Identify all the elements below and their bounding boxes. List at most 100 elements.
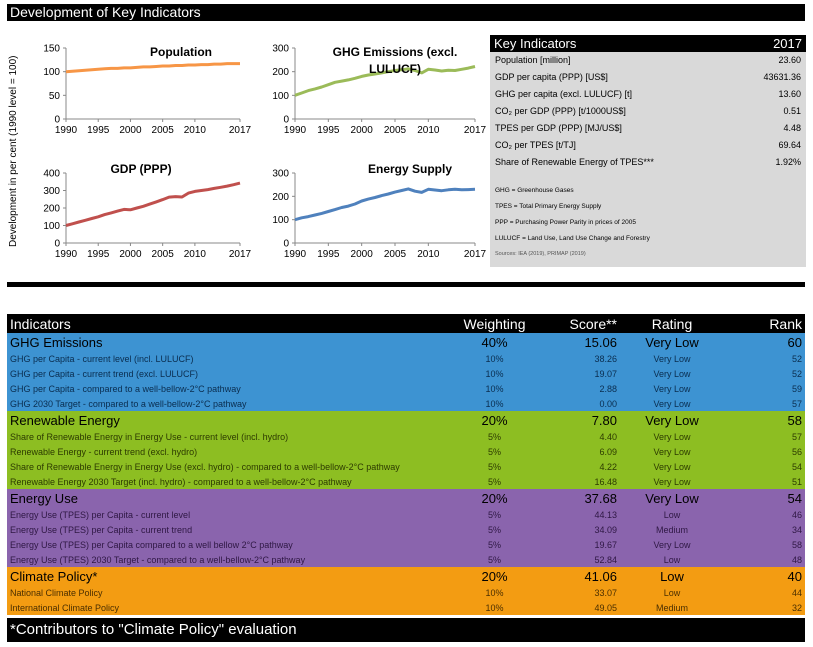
x-tick-label: 2017 (464, 249, 487, 260)
indicator-rank: 59 (791, 383, 802, 394)
chart-title: Energy Supply (368, 162, 452, 176)
indicator-score: 6.09 (599, 446, 617, 457)
series-line (65, 181, 241, 227)
key-indicators-title: Key Indicators (494, 36, 577, 51)
x-tick-label: 1995 (317, 125, 340, 136)
mini-chart: 0 100 200 300 1990 1995 2000 2005 2010 2017 GHG Em… (265, 38, 487, 137)
key-indicators-header: Key Indicators 2017 (490, 35, 806, 52)
indicator-score: 0.00 (599, 398, 617, 409)
indicator-weighting: 10% (485, 383, 504, 394)
indicator-rating: Very Low (653, 353, 691, 364)
indicator-name: Renewable Energy - current trend (excl. … (10, 446, 198, 457)
key-indicator-value: 4.48 (783, 123, 801, 133)
chart-svg: 0 100 200 300 1990 1995 2000 2005 2010 2017 GHG Em… (272, 44, 487, 137)
x-tick-label: 1995 (317, 249, 340, 260)
indicator-rating: Very Low (653, 398, 691, 409)
key-indicator-label: CO₂ per GDP (PPP) [t/1000US$] (495, 106, 626, 116)
chart-title: LULUCF) (369, 62, 421, 76)
indicator-rating: Medium (655, 524, 688, 535)
x-tick-label: 1990 (55, 249, 78, 260)
group-rating: Very Low (645, 490, 699, 506)
indicator-weighting: 10% (485, 353, 504, 364)
indicator-name: International Climate Policy (10, 602, 120, 613)
indicator-weighting: 5% (487, 524, 501, 535)
group-name: Energy Use (10, 490, 78, 506)
sources-note: Sources: IEA (2019), PRIMAP (2019) (495, 251, 586, 257)
indicator-rating: Low (663, 587, 681, 598)
indicator-rating: Low (663, 509, 681, 520)
key-indicator-row: CO₂ per GDP (PPP) [t/1000US$] 0.51 (490, 103, 806, 120)
indicator-rank: 44 (791, 587, 802, 598)
col-indicators: Indicators (10, 315, 71, 332)
table-row: Renewable Energy - current trend (excl. … (7, 444, 805, 459)
x-tick-label: 2010 (417, 249, 440, 260)
abbreviation-note: TPES = Total Primary Energy Supply (495, 203, 602, 210)
indicator-rating: Medium (655, 602, 688, 613)
table-row: GHG per Capita - current level (incl. LU… (7, 351, 805, 366)
indicator-name: GHG per Capita - current trend (excl. LU… (10, 368, 199, 379)
indicator-weighting: 5% (487, 476, 501, 487)
y-tick-label: 100 (43, 221, 60, 232)
y-tick-label: 100 (43, 67, 60, 78)
indicator-weighting: 5% (487, 509, 501, 520)
group-weighting: 20% (481, 412, 508, 428)
indicator-weighting: 10% (485, 587, 504, 598)
y-tick-label: 300 (43, 186, 60, 197)
indicator-weighting: 5% (487, 461, 501, 472)
indicator-rank: 58 (791, 539, 802, 550)
indicator-score: 4.22 (599, 461, 617, 472)
y-tick-label: 200 (43, 204, 60, 215)
indicator-weighting: 5% (487, 539, 501, 550)
indicator-rating: Very Low (653, 383, 691, 394)
indicator-weighting: 10% (485, 398, 504, 409)
indicator-rank: 46 (791, 509, 802, 520)
table-row: Renewable Energy 2030 Target (incl. hydr… (7, 474, 805, 489)
y-tick-label: 150 (43, 44, 60, 55)
chart-svg: 0 50 100 150 1990 1995 2000 2005 2010 2017 Populat… (43, 44, 252, 137)
col-rating: Rating (651, 315, 693, 332)
group-name: Renewable Energy (10, 412, 120, 428)
separator-bar (7, 282, 805, 287)
mini-chart: 0 100 200 300 1990 1995 2000 2005 2010 2017 Energy… (265, 162, 487, 260)
indicator-name: GHG 2030 Target - compared to a well-bel… (10, 398, 247, 409)
key-indicator-value: 69.64 (778, 140, 801, 150)
key-indicator-value: 23.60 (778, 55, 801, 65)
indicator-rating: Very Low (653, 461, 691, 472)
y-tick-label: 0 (54, 115, 60, 126)
x-tick-label: 2010 (417, 125, 440, 136)
x-tick-label: 1995 (87, 125, 110, 136)
group-rating: Very Low (645, 334, 699, 350)
indicator-rank: 52 (791, 368, 802, 379)
x-tick-label: 2005 (384, 125, 407, 136)
y-tick-label: 0 (283, 239, 289, 250)
key-indicator-label: GHG per capita (excl. LULUCF) [t] (495, 89, 633, 99)
key-indicator-value: 13.60 (778, 89, 801, 99)
indicator-score: 2.88 (599, 383, 617, 394)
group-rank: 58 (787, 412, 802, 428)
chart-title: Population (150, 45, 212, 59)
table-row: Energy Use (TPES) 2030 Target - compared… (7, 552, 805, 567)
y-axis-title: Development in per cent (1990 level = 10… (8, 55, 19, 247)
table-row: Share of Renewable Energy in Energy Use … (7, 429, 805, 444)
table-row: GHG per Capita - compared to a well-bell… (7, 381, 805, 396)
key-indicator-label: Share of Renewable Energy of TPES*** (495, 157, 654, 167)
key-indicator-label: GDP per capita (PPP) [US$] (495, 72, 608, 82)
y-tick-label: 300 (272, 44, 289, 55)
x-tick-label: 2000 (351, 249, 374, 260)
table-group-row: GHG Emissions 40% 15.06 Very Low 60 (7, 333, 805, 351)
x-tick-label: 2017 (229, 125, 252, 136)
table-header: Indicators Weighting Score** Rating Rank (7, 314, 805, 333)
indicator-name: Share of Renewable Energy in Energy Use … (10, 461, 400, 472)
key-indicators-notes: GHG = Greenhouse Gases TPES = Total Prima… (490, 183, 806, 261)
y-tick-label: 400 (43, 169, 60, 180)
group-rating: Low (660, 568, 684, 584)
indicators-table: Indicators Weighting Score** Rating Rank… (7, 314, 805, 615)
y-tick-label: 300 (272, 169, 289, 180)
indicator-rank: 57 (791, 398, 802, 409)
key-indicator-row: Population [million] 23.60 (490, 52, 806, 69)
x-tick-label: 2017 (464, 125, 487, 136)
indicator-rating: Low (663, 554, 681, 565)
indicator-score: 38.26 (594, 353, 617, 364)
indicator-rank: 52 (791, 353, 802, 364)
chart-svg: 0 100 200 300 400 1990 1995 2000 2005 2010 2017 GDP… (43, 162, 251, 260)
